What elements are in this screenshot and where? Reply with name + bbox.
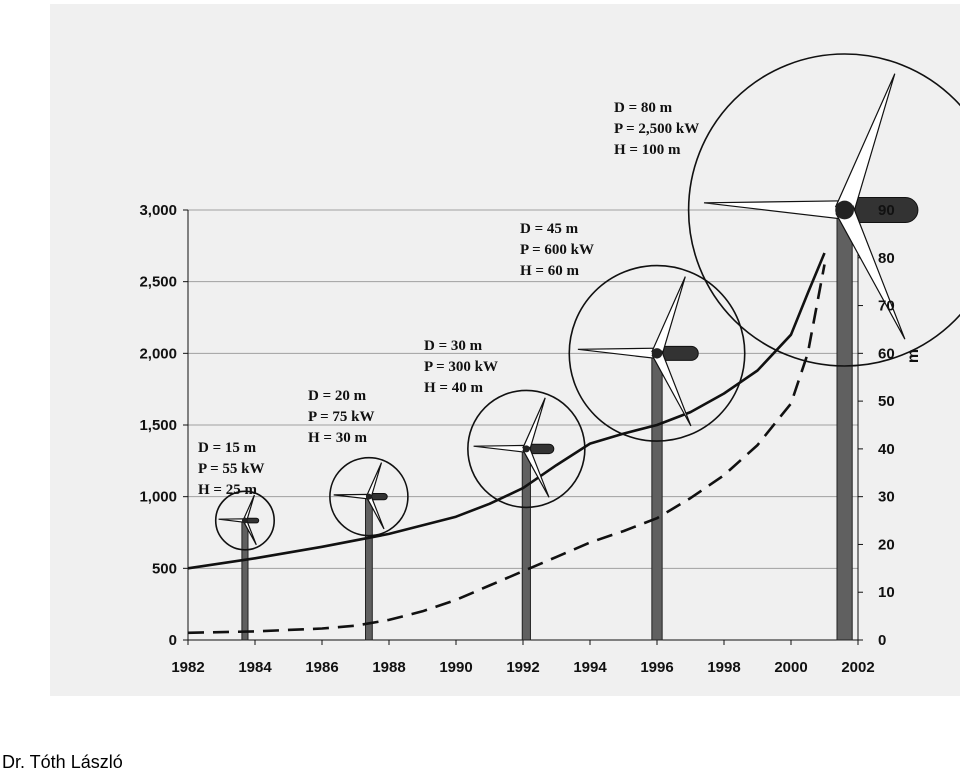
turbine-annotation-line: D = 80 m (614, 100, 673, 116)
y-tick-label: 1,500 (139, 417, 177, 434)
rotor-circle (687, 53, 960, 367)
x-tick-label: 1990 (439, 659, 472, 676)
x-tick-label: 2000 (774, 659, 807, 676)
x-tick-label: 1982 (171, 659, 204, 676)
rotor-circle (214, 490, 275, 551)
gridlines (188, 209, 858, 569)
x-tick-label: 1986 (305, 659, 338, 676)
y2-tick-label: 0 (878, 632, 886, 649)
solid-series-line (187, 252, 826, 570)
y2-tick-label: 90 (878, 202, 895, 219)
tick-labels: 0 500 1,000 1,500 2,000 2,500 3,000 0 10 20 30 40 50… (139, 202, 922, 676)
dashed-series-line (187, 264, 826, 635)
y-tick-label: 2,500 (139, 274, 177, 291)
rotor-circle (568, 264, 746, 442)
y-tick-label: 1,000 (139, 489, 177, 506)
rotor-hub (651, 348, 663, 359)
turbine-annotation-line: D = 45 m (520, 221, 579, 237)
tower-bar (365, 496, 373, 641)
y2-tick-label: 80 (878, 250, 895, 267)
turbine-annotation-line: H = 25 m (198, 482, 257, 498)
y2-tick-label: 70 (878, 298, 895, 315)
turbine-annotation-line: H = 100 m (614, 142, 681, 158)
tower-bars (241, 209, 853, 641)
y-tick-label: 500 (152, 560, 177, 577)
rotor-hub (241, 517, 248, 524)
turbine-annotation-line: D = 30 m (424, 338, 483, 354)
y-tick-label: 3,000 (139, 202, 177, 219)
turbine-annotation-line: P = 300 kW (424, 359, 498, 375)
rotor-circle (329, 456, 409, 537)
y-tick-label: 2,000 (139, 345, 177, 362)
tower-bar (521, 448, 531, 641)
turbine-annotation-line: D = 15 m (198, 440, 257, 456)
y2-axis-label: m (905, 349, 922, 363)
rotor-circle (467, 389, 586, 509)
y2-tick-label: 30 (878, 489, 895, 506)
author-credit: Dr. Tóth László (2, 752, 123, 772)
series-lines (187, 252, 826, 635)
tower-bar (836, 209, 853, 641)
x-tick-label: 2002 (841, 659, 874, 676)
turbine-annotation-line: P = 600 kW (520, 242, 594, 258)
turbine-annotation-line: H = 30 m (308, 430, 367, 446)
y2-tick-label: 50 (878, 393, 895, 410)
x-tick-label: 1994 (573, 659, 607, 676)
rotor-hub (365, 493, 372, 500)
x-tick-label: 1998 (707, 659, 740, 676)
y2-tick-label: 20 (878, 536, 895, 553)
y2-tick-label: 40 (878, 441, 895, 458)
rotor-hub (522, 445, 530, 453)
turbine-annotation-line: P = 55 kW (198, 461, 264, 477)
x-tick-label: 1984 (238, 659, 272, 676)
turbine-annotation-line: P = 2,500 kW (614, 121, 699, 137)
y2-tick-label: 10 (878, 584, 895, 601)
y2-tick-label: 60 (878, 345, 895, 362)
turbine-annotation-line: H = 60 m (520, 263, 579, 279)
tower-bar (651, 352, 663, 641)
rotor-hub (835, 200, 854, 220)
tower-bar (241, 520, 249, 641)
turbine-illustrations (214, 53, 960, 551)
turbine-annotation-line: P = 75 kW (308, 409, 374, 425)
plot-panel (50, 4, 960, 696)
y-tick-label: 0 (169, 632, 177, 649)
x-tick-label: 1988 (372, 659, 405, 676)
turbine-annotations: D = 15 m P = 55 kW H = 25 m D = 20 m P = 75 … (198, 100, 699, 498)
turbine-annotation-line: H = 40 m (424, 380, 483, 396)
turbine-annotation-line: D = 20 m (308, 388, 367, 404)
x-tick-label: 1996 (640, 659, 673, 676)
x-tick-label: 1992 (506, 659, 539, 676)
